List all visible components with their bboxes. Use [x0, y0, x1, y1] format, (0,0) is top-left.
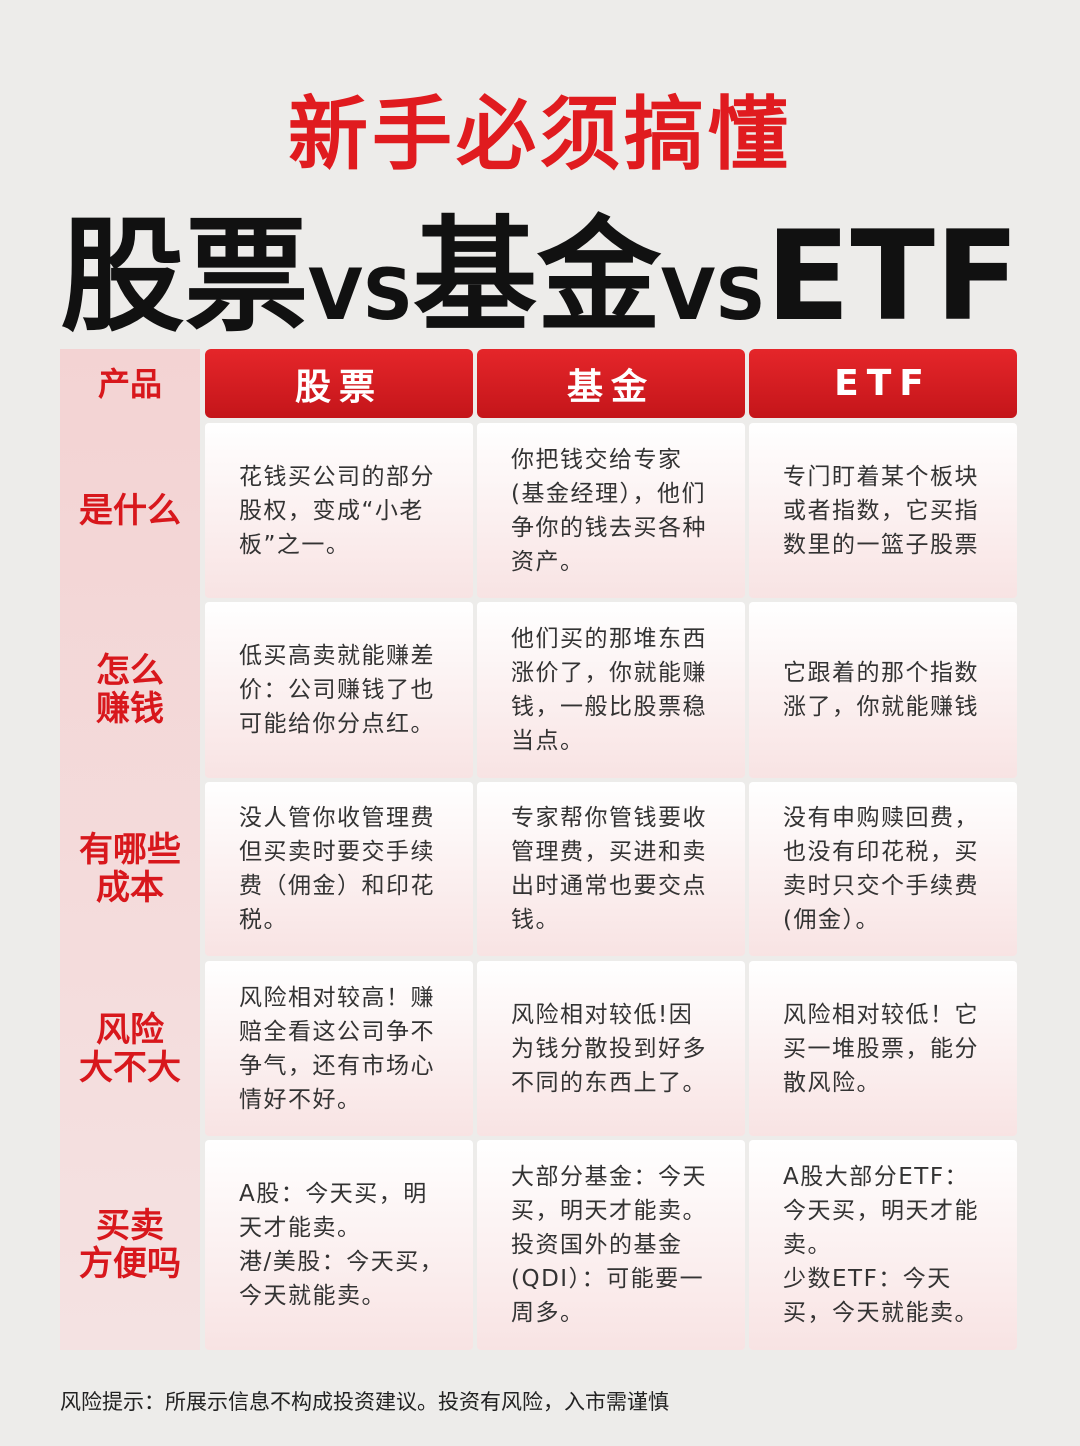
- row-label: 是什么: [60, 423, 200, 598]
- cell-text: 专家帮你管钱要收管理费，买进和卖出时通常也要交点钱。: [511, 805, 707, 933]
- subtitle-part: ETF: [765, 205, 1020, 349]
- subtitle-part: VS: [661, 254, 766, 336]
- cell-text: 它跟着的那个指数涨了，你就能赚钱: [783, 660, 979, 720]
- row-label: 买卖 方便吗: [60, 1140, 200, 1350]
- cell: 风险相对较低！它买一堆股票，能分散风险。: [749, 961, 1017, 1136]
- cell: 你把钱交给专家(基金经理），他们争你的钱去买各种资产。: [477, 423, 745, 598]
- row-label: 怎么 赚钱: [60, 602, 200, 778]
- column-header: ETF: [749, 349, 1017, 418]
- cell: 低买高卖就能赚差价：公司赚钱了也可能给你分点红。: [205, 602, 473, 778]
- row-label-line: 是什么: [79, 490, 181, 531]
- cell: 专门盯着某个板块或者指数，它买指数里的一篮子股票: [749, 423, 1017, 598]
- footer: 风险提示：所展示信息不构成投资建议。投资有风险，入市需谨慎: [60, 1390, 669, 1414]
- cell: 风险相对较低!因为钱分散投到好多不同的东西上了。: [477, 961, 745, 1136]
- cell-text: 风险相对较低!因为钱分散投到好多不同的东西上了。: [511, 1001, 707, 1096]
- cell-text: 风险相对较高！赚赔全看这公司争不争气，还有市场心情好不好。: [239, 984, 435, 1113]
- cell-text: 投资国外的基金(QDI）：可能要一周多。: [511, 1232, 705, 1326]
- cell: 没有申购赎回费，也没有印花税，买卖时只交个手续费(佣金）。: [749, 782, 1017, 956]
- cell-text: A股大部分ETF：今天买，明天才能卖。: [783, 1164, 979, 1258]
- cell-text: 没人管你收管理费但买卖时要交手续费（佣金）和印花税。: [239, 805, 435, 933]
- cell: 他们买的那堆东西涨价了，你就能赚钱，一般比股票稳当点。: [477, 602, 745, 778]
- cell-text: 专门盯着某个板块或者指数，它买指数里的一篮子股票: [783, 463, 979, 558]
- cell-text: 少数ETF：今天买，今天就能卖。: [783, 1266, 979, 1326]
- cell-text: 没有申购赎回费，也没有印花税，买卖时只交个手续费(佣金）。: [783, 805, 979, 933]
- cell: A股：今天买，明天才能卖。 港/美股：今天买，今天就能卖。: [205, 1140, 473, 1350]
- corner-label: 产品: [97, 364, 162, 403]
- label-column: [60, 349, 200, 1350]
- subtitle-part: 股票: [60, 205, 309, 349]
- cell-text: 他们买的那堆东西涨价了，你就能赚钱，一般比股票稳当点。: [511, 626, 707, 754]
- cell: 风险相对较高！赚赔全看这公司争不争气，还有市场心情好不好。: [205, 961, 473, 1136]
- row-label-line: 有哪些: [79, 830, 181, 870]
- cell: 没人管你收管理费但买卖时要交手续费（佣金）和印花税。: [205, 782, 473, 956]
- cell: A股大部分ETF：今天买，明天才能卖。少数ETF：今天买，今天就能卖。: [749, 1140, 1017, 1350]
- cell: 花钱买公司的部分股权，变成“小老板”之一。: [205, 423, 473, 598]
- row-label: 风险 大不大: [60, 961, 200, 1136]
- cell-text: 大部分基金：今天买，明天才能卖。: [511, 1164, 707, 1224]
- cell: 它跟着的那个指数涨了，你就能赚钱: [749, 602, 1017, 778]
- cell-text: 港/美股：今天买，今天就能卖。: [239, 1249, 445, 1309]
- column-header: 股票: [205, 349, 473, 418]
- cell-text: A股：今天买，明天才能卖。: [239, 1181, 428, 1241]
- title: 新手必须搞懂: [288, 88, 792, 181]
- row-label-line: 大不大: [79, 1047, 181, 1088]
- cell: 专家帮你管钱要收管理费，买进和卖出时通常也要交点钱。: [477, 782, 745, 956]
- cell-text: 风险相对较低！它买一堆股票，能分散风险。: [783, 1001, 979, 1096]
- row-label-line: 赚钱: [96, 689, 164, 729]
- row-label-line: 方便吗: [79, 1244, 181, 1284]
- column-header: 基金: [477, 349, 745, 418]
- row-label-line: 怎么: [96, 651, 164, 691]
- row-label-line: 买卖: [96, 1206, 164, 1246]
- subtitle: 股票VS基金VSETF: [0, 175, 1080, 355]
- cell-text: 花钱买公司的部分股权，变成“小老板”之一。: [239, 463, 435, 558]
- row-label: 有哪些 成本: [60, 782, 200, 956]
- cell-text: 低买高卖就能赚差价：公司赚钱了也可能给你分点红。: [239, 643, 435, 737]
- cell-text: 你把钱交给专家(基金经理），他们争你的钱去买各种资产。: [511, 446, 707, 575]
- cell: 大部分基金：今天买，明天才能卖。投资国外的基金(QDI）：可能要一周多。: [477, 1140, 745, 1350]
- row-label-line: 风险: [96, 1009, 164, 1050]
- subtitle-part: VS: [308, 254, 413, 336]
- row-label-line: 成本: [96, 868, 164, 908]
- subtitle-part: 基金: [413, 205, 662, 349]
